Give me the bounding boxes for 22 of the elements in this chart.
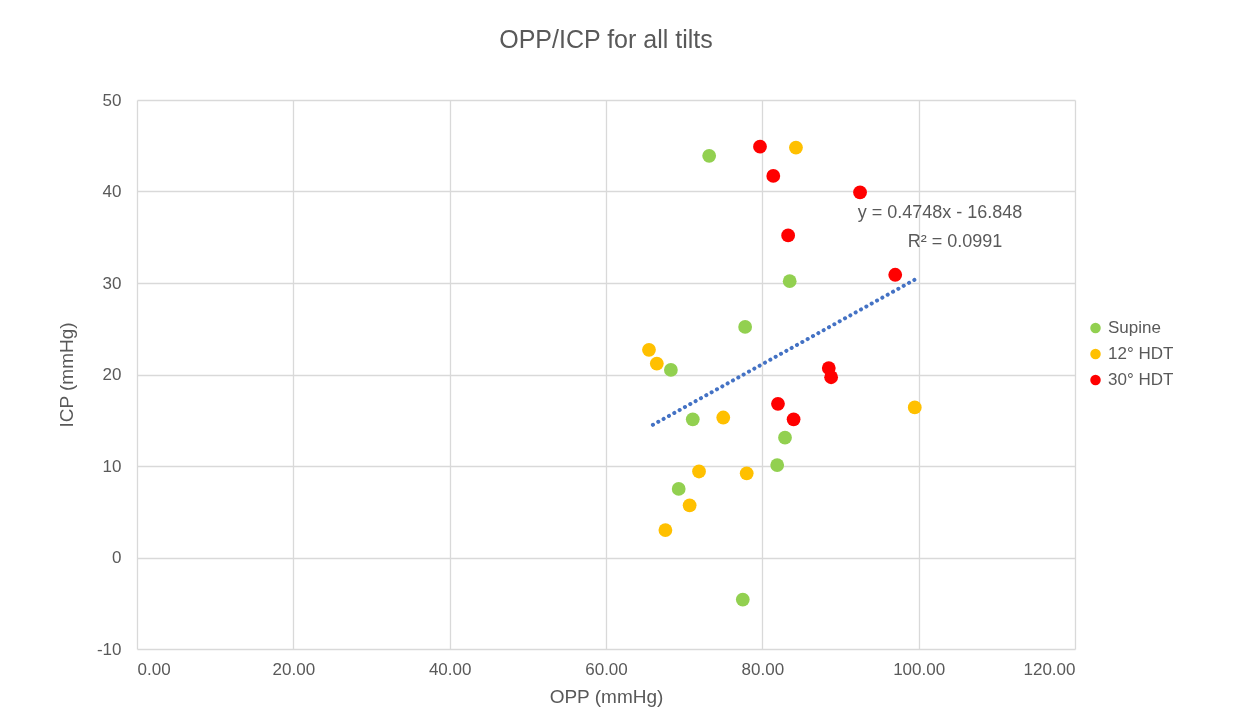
x-tick-label: 120.00 (1023, 659, 1076, 679)
legend-label: Supine (1108, 318, 1161, 337)
legend-label: 12° HDT (1108, 344, 1174, 363)
y-tick-label: 20 (102, 365, 122, 384)
y-tick-label: 0 (112, 548, 122, 567)
y-tick-label: 40 (102, 182, 122, 201)
x-tick-label: 100.00 (893, 659, 946, 679)
y-tick-label: 10 (102, 456, 122, 476)
x-tick-label: 80.00 (741, 659, 785, 679)
x-tick-label: 0.00 (137, 659, 171, 679)
y-axis-title: ICP (mmHg) (55, 322, 77, 428)
annotation: y = 0.4748x - 16.848 (857, 202, 1023, 222)
chart-title: OPP/ICP for all tilts (499, 25, 713, 53)
x-tick-label: 20.00 (272, 659, 316, 679)
x-tick-label: 60.00 (585, 659, 628, 679)
annotation: R² = 0.0991 (907, 231, 1003, 251)
x-axis-title: OPP (mmHg) (549, 685, 664, 707)
y-tick-label: 50 (102, 90, 122, 110)
x-tick-label: 40.00 (428, 659, 472, 679)
legend-label: 30° HDT (1108, 370, 1174, 389)
y-tick-label: 30 (102, 273, 122, 293)
y-tick-label: -10 (96, 639, 122, 659)
